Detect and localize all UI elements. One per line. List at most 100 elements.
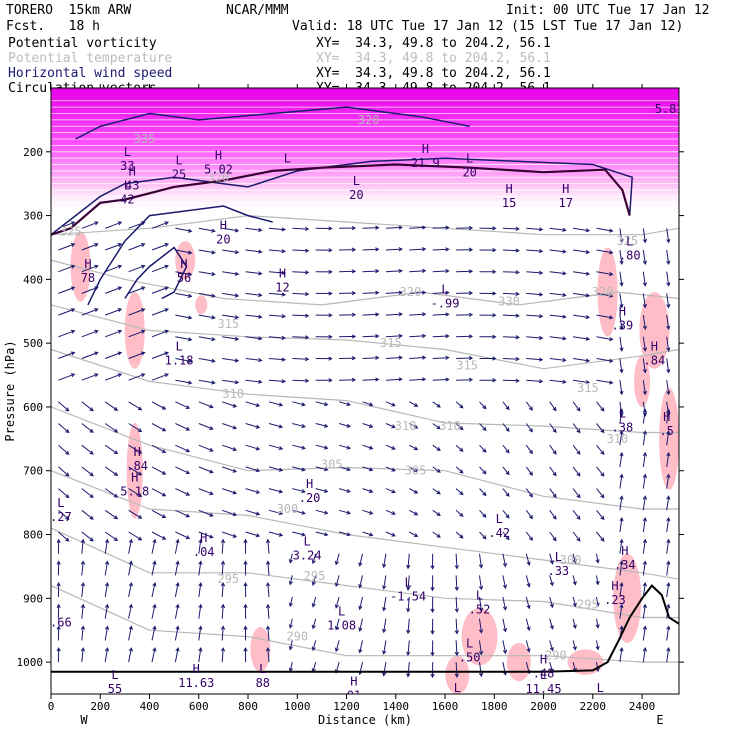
circulation-arrow	[502, 291, 520, 297]
circulation-arrow	[549, 336, 567, 341]
circulation-arrow	[104, 466, 119, 476]
circulation-arrow	[292, 313, 310, 318]
wind-speed-contour-1	[51, 157, 633, 236]
circulation-arrow	[406, 662, 411, 678]
circulation-arrow	[80, 625, 86, 641]
theta-label: 335	[134, 132, 156, 146]
circulation-arrow	[549, 444, 557, 455]
circulation-arrow	[573, 358, 591, 363]
hl-letter: H	[200, 531, 207, 545]
circulation-arrow	[642, 249, 647, 266]
circulation-arrow	[479, 401, 487, 410]
circulation-arrow	[358, 575, 363, 589]
circulation-arrow	[174, 560, 180, 576]
circulation-arrow	[174, 581, 180, 598]
circulation-arrow	[478, 640, 484, 656]
theta-contour-4	[51, 348, 679, 434]
circulation-arrow	[268, 531, 284, 537]
circulation-arrow	[454, 618, 459, 635]
hl-letter: H	[84, 257, 91, 271]
y-tick-label: 400	[23, 273, 43, 286]
circulation-arrow	[409, 423, 419, 429]
circulation-arrow	[479, 313, 497, 318]
circulation-arrow	[151, 625, 157, 641]
circulation-arrow	[198, 444, 214, 452]
circulation-arrow	[596, 314, 614, 320]
circulation-arrow	[385, 333, 403, 339]
circulation-arrow	[430, 553, 435, 570]
circulation-arrow	[128, 351, 146, 359]
circulation-arrow	[128, 488, 143, 498]
circulation-arrow	[128, 444, 143, 454]
init-time: Init: 00 UTC Tue 17 Jan 12	[506, 3, 710, 18]
circulation-arrow	[479, 291, 497, 296]
circulation-arrow	[432, 488, 441, 495]
circulation-arrow	[478, 553, 484, 569]
circulation-arrow	[174, 603, 180, 619]
circulation-arrow	[80, 560, 86, 576]
circulation-arrow	[198, 227, 216, 233]
theta-contour-7	[51, 527, 679, 619]
circulation-arrow	[128, 423, 143, 432]
circulation-arrow	[288, 553, 293, 564]
circulation-arrow	[334, 575, 340, 588]
hl-value: .66	[50, 615, 72, 629]
circulation-arrow	[385, 290, 403, 295]
circulation-arrow	[56, 581, 61, 598]
circulation-arrow	[243, 538, 248, 554]
circulation-arrow	[315, 291, 333, 296]
theta-label: 325	[60, 225, 82, 239]
circulation-arrow	[175, 379, 193, 385]
hl-value: .23	[604, 593, 626, 607]
hl-letter: H	[540, 652, 547, 666]
circulation-arrow	[479, 378, 497, 383]
circulation-arrow	[596, 531, 605, 542]
circulation-arrow	[222, 292, 240, 298]
circulation-arrow	[642, 603, 647, 619]
circulation-arrow	[245, 488, 261, 494]
circulation-arrow	[339, 290, 357, 296]
hl-letter: L	[619, 407, 626, 421]
hl-letter: L	[555, 550, 562, 564]
x-tick-label: 800	[238, 700, 258, 713]
hl-value: -.99	[431, 296, 460, 310]
hl-value: 21.9	[411, 156, 440, 170]
circulation-arrow	[81, 373, 99, 381]
circulation-arrow	[315, 488, 329, 493]
circulation-arrow	[175, 531, 191, 540]
circulation-arrow	[311, 640, 317, 652]
circulation-arrow	[56, 538, 61, 554]
field-3-xy: XY= 34.3, 49.8 to 204.2, 56.1	[316, 66, 551, 81]
circulation-arrow	[222, 531, 238, 538]
hl-value: 1.18	[165, 354, 194, 368]
circulation-arrow	[245, 314, 263, 319]
circulation-arrow	[151, 243, 169, 251]
circulation-arrow	[549, 227, 567, 232]
hl-letter: L	[404, 576, 411, 590]
circulation-arrow	[572, 618, 577, 630]
circulation-arrow	[58, 401, 70, 412]
circulation-arrow	[315, 509, 329, 515]
circulation-arrow	[382, 618, 387, 634]
circulation-arrow	[105, 286, 123, 294]
circulation-arrow	[573, 227, 591, 233]
hl-value: .34	[614, 558, 636, 572]
circulation-arrow	[502, 553, 508, 568]
circulation-arrow	[222, 249, 240, 255]
circulation-arrow	[292, 466, 306, 472]
circulation-arrow	[525, 423, 533, 433]
circulation-arrow	[58, 308, 76, 316]
circulation-arrow	[430, 640, 435, 657]
circulation-arrow	[198, 336, 216, 342]
hl-letter: H	[611, 579, 618, 593]
circulation-arrow	[175, 336, 193, 342]
circulation-arrow	[385, 444, 396, 450]
circulation-arrow	[430, 618, 435, 635]
hl-value: 55	[108, 682, 122, 696]
circulation-arrow	[525, 466, 533, 476]
circulation-arrow	[288, 575, 293, 586]
circulation-arrow	[198, 581, 203, 598]
circulation-arrow	[339, 377, 357, 382]
circulation-arrow	[245, 401, 261, 408]
circulation-arrow	[619, 451, 624, 467]
